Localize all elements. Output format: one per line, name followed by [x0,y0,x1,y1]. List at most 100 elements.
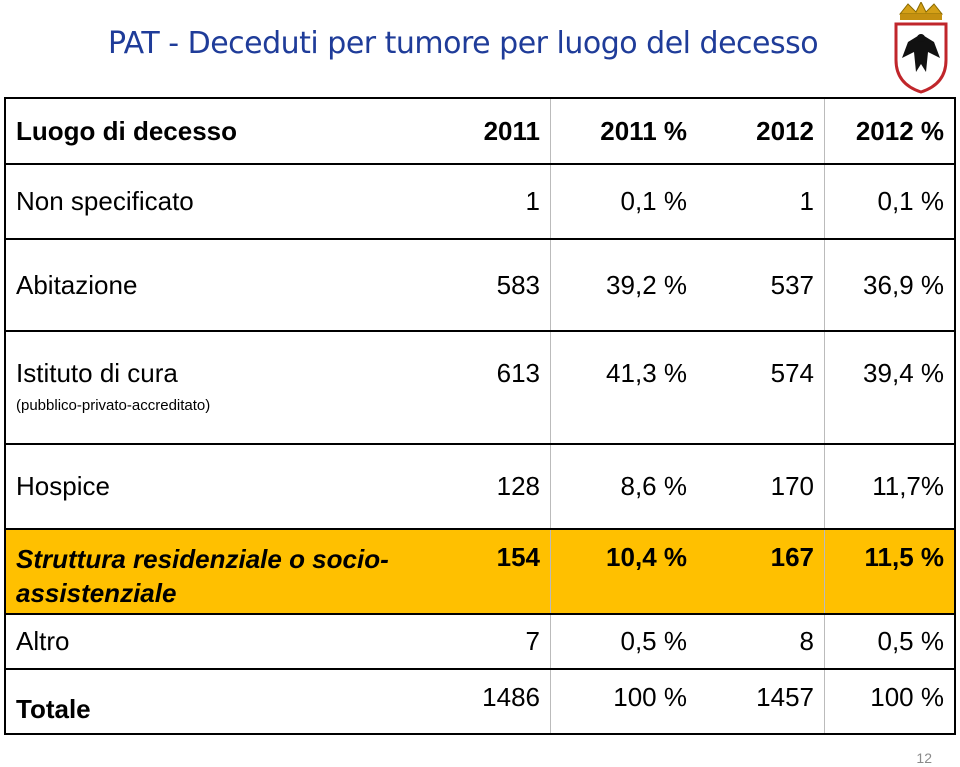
column-divider [824,165,825,238]
cell-value: 170 [770,471,814,501]
column-divider [824,445,825,528]
column-divider [824,615,825,668]
label-cell: Struttura residenziale o socio-assistenz… [6,530,402,613]
value-cell: 574 [697,332,824,443]
header-cell: 2011 % [550,99,697,163]
row-label: Abitazione [16,269,138,300]
row-label: Totale [16,694,91,724]
value-cell: 1 [402,165,550,238]
cell-value: 7 [525,626,540,656]
cell-value: 100 % [870,682,944,712]
cell-value: 39,2 % [606,269,687,300]
table-row: Non specificato 1 0,1 % 1 0,1 % [6,165,954,240]
column-divider [550,99,551,163]
value-cell: 7 [402,615,550,668]
column-divider [824,332,825,443]
cell-value: 10,4 % [606,542,687,572]
row-label: Hospice [16,471,110,501]
value-cell: 11,7% [824,445,954,528]
cell-value: 0,5 % [877,626,945,656]
slide-title: PAT - Deceduti per tumore per luogo del … [108,26,819,61]
cell-value: 36,9 % [863,269,944,300]
table-row: Hospice 128 8,6 % 170 11,7% [6,445,954,530]
value-cell: 100 % [824,670,954,733]
cell-value: 0,1 % [620,186,688,216]
column-divider [550,615,551,668]
column-divider [550,530,551,613]
header-text: Luogo di decesso [16,115,238,146]
cell-value: 537 [770,269,814,300]
column-divider [824,530,825,613]
table-row: Totale 1486 100 % 1457 100 % [6,670,954,733]
value-cell: 0,5 % [550,615,697,668]
header-cell: Luogo di decesso [6,99,402,163]
page-number: 12 [916,750,932,766]
value-cell: 11,5 % [824,530,954,613]
row-label: Non specificato [16,186,194,216]
row-label: Altro [16,626,70,656]
cell-value: 8,6 % [620,471,688,501]
value-cell: 537 [697,240,824,330]
cell-value: 0,5 % [620,626,688,656]
label-cell: Istituto di cura (pubblico-privato-accred… [6,332,402,443]
table-row: Luogo di decesso 2011 2011 % 2012 2012 % [6,99,954,165]
header-text: 2012 [756,115,814,146]
column-divider [824,670,825,733]
value-cell: 36,9 % [824,240,954,330]
header-text: 2011 % [600,115,687,146]
value-cell: 8 [697,615,824,668]
cell-value: 574 [770,358,814,388]
cell-value: 613 [496,358,540,388]
cell-value: 39,4 % [863,358,944,388]
cell-value: 128 [496,471,540,501]
row-label: Struttura residenziale o socio-assistenz… [16,544,389,608]
value-cell: 154 [402,530,550,613]
cell-value: 11,5 % [864,542,944,572]
header-cell: 2011 [402,99,550,163]
cell-value: 1457 [756,682,814,712]
header-text: 2012 % [855,115,944,146]
table-row: Abitazione 583 39,2 % 537 36,9 % [6,240,954,332]
value-cell: 1 [697,165,824,238]
table-row: Struttura residenziale o socio-assistenz… [6,530,954,615]
value-cell: 170 [697,445,824,528]
label-cell: Totale [6,670,402,733]
column-divider [824,99,825,163]
row-label: Istituto di cura [16,358,178,388]
cell-value: 1 [799,186,814,216]
table-row: Istituto di cura (pubblico-privato-accred… [6,332,954,445]
cell-value: 11,7% [872,471,944,501]
cell-value: 1486 [482,682,540,712]
value-cell: 1486 [402,670,550,733]
coat-of-arms [894,2,948,94]
value-cell: 0,1 % [550,165,697,238]
table-row: Altro 7 0,5 % 8 0,5 % [6,615,954,670]
cell-value: 0,1 % [877,186,945,216]
table: Luogo di decesso 2011 2011 % 2012 2012 % Non … [4,97,956,735]
column-divider [550,670,551,733]
cell-value: 154 [496,542,540,572]
row-sublabel: (pubblico-privato-accreditato) [16,397,211,414]
cell-value: 583 [496,269,540,300]
value-cell: 167 [697,530,824,613]
column-divider [550,445,551,528]
cell-value: 8 [799,626,814,656]
value-cell: 128 [402,445,550,528]
value-cell: 1457 [697,670,824,733]
column-divider [550,240,551,330]
value-cell: 39,4 % [824,332,954,443]
label-cell: Hospice [6,445,402,528]
value-cell: 0,5 % [824,615,954,668]
value-cell: 100 % [550,670,697,733]
label-cell: Abitazione [6,240,402,330]
value-cell: 8,6 % [550,445,697,528]
value-cell: 41,3 % [550,332,697,443]
header-cell: 2012 [697,99,824,163]
value-cell: 613 [402,332,550,443]
cell-value: 100 % [613,682,687,712]
column-divider [550,165,551,238]
label-cell: Non specificato [6,165,402,238]
cell-value: 41,3 % [606,358,687,388]
column-divider [550,332,551,443]
